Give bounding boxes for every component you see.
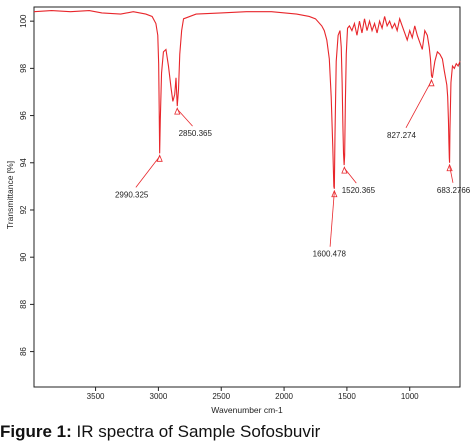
peak-arrowhead xyxy=(156,154,163,162)
figure-caption-label: Figure 1: xyxy=(0,422,72,441)
peak-arrowhead xyxy=(341,166,348,174)
y-tick-label: 98 xyxy=(19,63,28,72)
peak-leader-line xyxy=(344,167,357,184)
x-tick-label: 2500 xyxy=(212,392,230,401)
x-axis-label: Wavenumber cm-1 xyxy=(211,405,283,415)
peak-label: 1520.365 xyxy=(342,186,376,195)
peak-label: 683.2766 xyxy=(437,186,471,195)
x-tick-label: 1000 xyxy=(401,392,419,401)
y-tick-label: 86 xyxy=(19,347,28,356)
spectrum-series-line xyxy=(33,9,461,189)
y-axis-label: Transmittance [%] xyxy=(5,161,15,229)
peak-label: 827.274 xyxy=(387,131,416,140)
peak-arrowhead xyxy=(174,107,181,115)
peak-leader-line xyxy=(135,156,160,188)
x-tick-label: 3500 xyxy=(87,392,105,401)
peak-arrowhead xyxy=(428,78,435,87)
ir-spectrum-chart: 3500 3000 2500 2000 1500 1000 86 88 90 92 94 96 98 10… xyxy=(5,6,471,415)
x-tick-label: 2000 xyxy=(275,392,293,401)
y-tick-label: 88 xyxy=(19,299,28,308)
plot-frame xyxy=(33,6,461,388)
x-tick-label: 3000 xyxy=(150,392,168,401)
peak-leader-line xyxy=(176,108,193,127)
figure-caption-text: IR spectra of Sample Sofosbuvir xyxy=(76,422,321,441)
peak-leader-line xyxy=(405,80,432,128)
peak-leader-line xyxy=(449,165,454,183)
peak-annotations: 2990.325 2850.365 1600.478 1520.365 827.274 6… xyxy=(115,78,471,259)
peak-arrowhead xyxy=(446,163,453,172)
peak-label: 1600.478 xyxy=(313,250,347,259)
y-tick-label: 100 xyxy=(19,14,28,28)
y-tick-label: 94 xyxy=(19,158,28,167)
peak-arrowhead xyxy=(331,189,338,198)
peak-leader-line xyxy=(329,191,335,247)
axis-ticks: 3500 3000 2500 2000 1500 1000 86 88 90 92 94 96 98 10… xyxy=(19,14,419,401)
peak-label: 2850.365 xyxy=(179,129,213,138)
y-tick-label: 96 xyxy=(19,111,28,120)
y-tick-label: 90 xyxy=(19,252,28,261)
figure-caption: Figure 1: IR spectra of Sample Sofosbuvi… xyxy=(0,421,474,443)
x-tick-label: 1500 xyxy=(338,392,356,401)
y-tick-label: 92 xyxy=(19,205,28,214)
chart-canvas: 3500 3000 2500 2000 1500 1000 86 88 90 92 94 96 98 10… xyxy=(5,6,471,415)
peak-label: 2990.325 xyxy=(115,190,149,199)
